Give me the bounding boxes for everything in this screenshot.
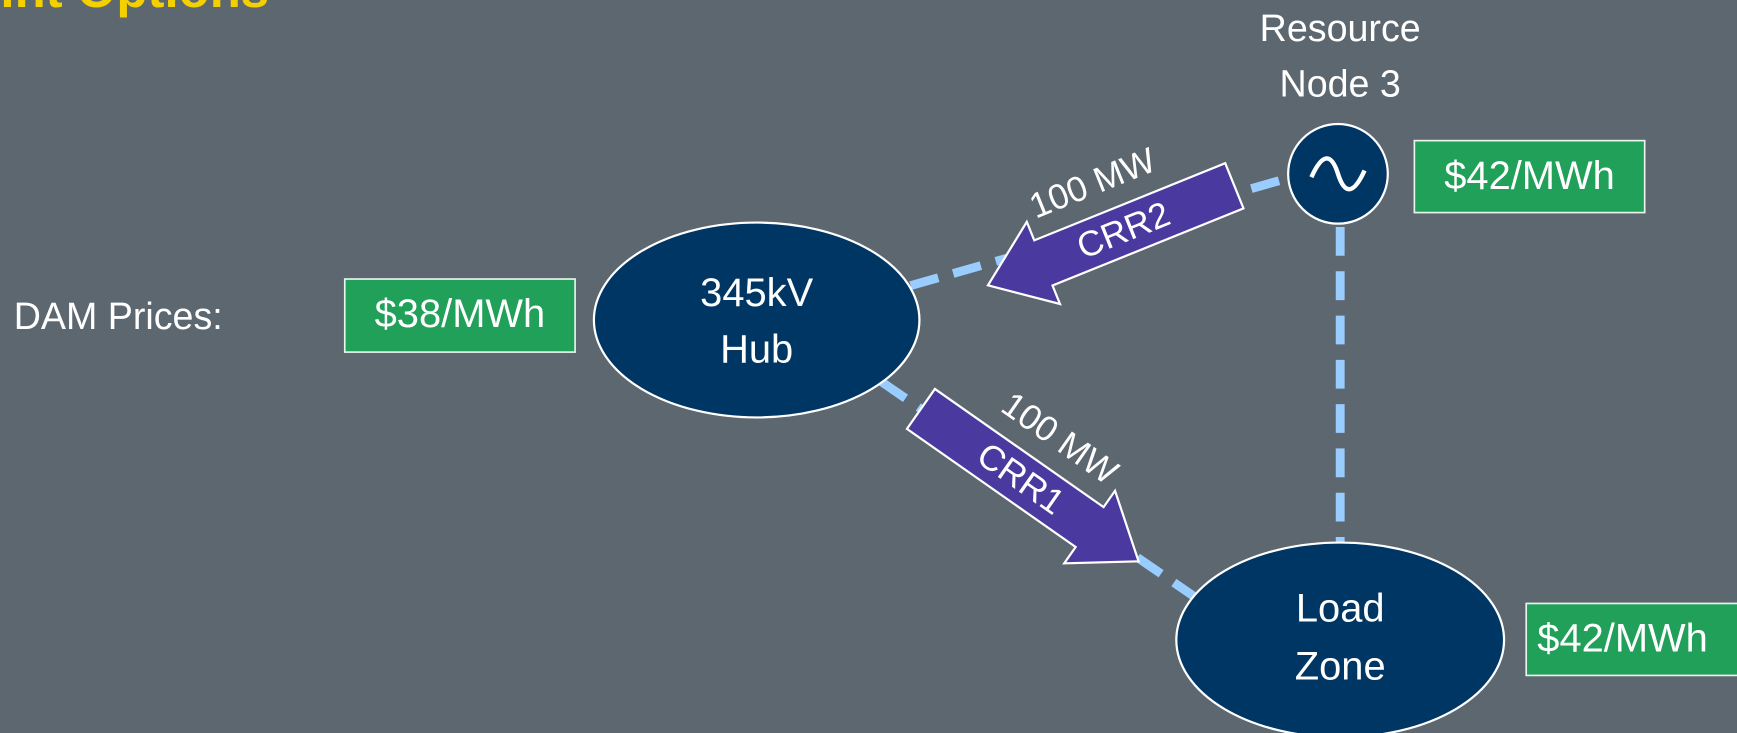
- price-box: [1413, 139, 1646, 214]
- price-label: $42/MWh: [1537, 617, 1708, 661]
- price-box: [1525, 602, 1737, 677]
- slide-title: int Options: [0, 0, 269, 18]
- arrow-shape: [986, 161, 1245, 306]
- node-label: 345kV: [700, 271, 813, 315]
- node-label: Load: [1296, 587, 1385, 631]
- generator-symbol: [1309, 156, 1367, 192]
- crr-arrow: CRR2 100 MW: [986, 140, 1245, 306]
- hub-node: [592, 221, 921, 419]
- price-label: $42/MWh: [1444, 154, 1615, 198]
- node-label: Resource: [1260, 7, 1421, 49]
- dam-label: DAM Prices:: [14, 295, 223, 337]
- node-label: Zone: [1295, 644, 1386, 688]
- node-label: Node 3: [1280, 62, 1401, 104]
- price-box: [343, 278, 576, 353]
- arrow-shape: [905, 387, 1141, 565]
- price-label: $38/MWh: [375, 292, 546, 336]
- node-label: Hub: [720, 328, 793, 372]
- load-node: [1175, 541, 1506, 733]
